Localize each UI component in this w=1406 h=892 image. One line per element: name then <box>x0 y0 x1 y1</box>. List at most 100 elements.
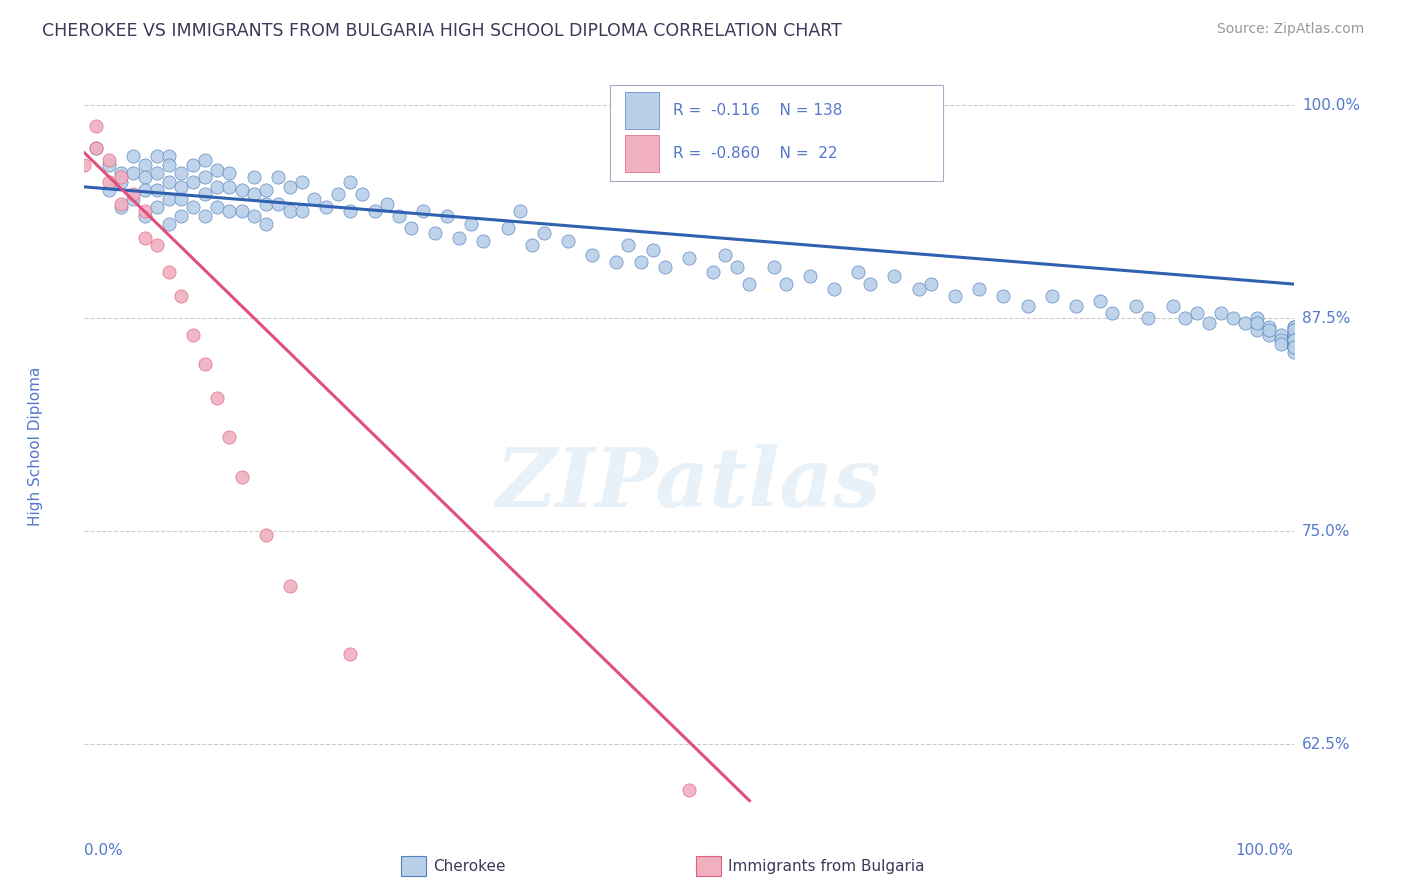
Point <box>170 166 193 180</box>
Point <box>1137 311 1160 326</box>
Point <box>157 192 180 206</box>
Point <box>799 268 821 283</box>
Point <box>207 180 229 194</box>
Point <box>157 218 180 232</box>
Point <box>181 158 204 172</box>
Point <box>1246 323 1268 337</box>
Point <box>157 149 180 163</box>
Point <box>460 218 482 232</box>
Point <box>993 289 1015 303</box>
Point <box>1222 311 1244 326</box>
Point <box>97 158 120 172</box>
Point <box>254 197 277 211</box>
Point <box>557 235 579 249</box>
Point <box>630 255 652 269</box>
Point <box>1282 340 1305 354</box>
Point <box>1064 299 1087 313</box>
Point <box>399 220 422 235</box>
Point <box>1246 311 1268 326</box>
Point <box>207 200 229 214</box>
Point <box>97 153 120 167</box>
Point <box>883 268 905 283</box>
Point <box>134 183 156 197</box>
Point <box>472 235 495 249</box>
Point <box>520 237 543 252</box>
Point <box>231 469 253 483</box>
Text: 100.0%: 100.0% <box>1236 843 1294 858</box>
Point <box>1040 289 1063 303</box>
Point <box>1282 328 1305 343</box>
Point <box>1258 323 1281 337</box>
Text: Immigrants from Bulgaria: Immigrants from Bulgaria <box>728 859 925 873</box>
Point <box>1246 316 1268 330</box>
Point <box>1209 306 1232 320</box>
Text: 100.0%: 100.0% <box>1302 97 1360 112</box>
FancyBboxPatch shape <box>624 135 659 172</box>
Point <box>157 175 180 189</box>
Point <box>207 162 229 177</box>
Point <box>73 158 96 172</box>
Point <box>181 328 204 343</box>
Point <box>181 175 204 189</box>
Point <box>738 277 761 291</box>
Point <box>1270 336 1292 351</box>
Point <box>423 226 446 240</box>
Text: R =  -0.860    N =  22: R = -0.860 N = 22 <box>673 146 838 161</box>
Point <box>97 175 120 189</box>
Point <box>194 186 217 201</box>
Point <box>146 183 169 197</box>
Point <box>86 141 108 155</box>
Text: 87.5%: 87.5% <box>1302 310 1350 326</box>
Point <box>533 226 555 240</box>
Point <box>436 209 458 223</box>
Point <box>412 203 434 218</box>
Point <box>267 169 290 184</box>
Point <box>121 149 143 163</box>
Point <box>641 243 664 257</box>
Point <box>1282 340 1305 354</box>
Point <box>157 265 180 279</box>
FancyBboxPatch shape <box>610 86 943 181</box>
Text: ZIPatlas: ZIPatlas <box>496 444 882 524</box>
Point <box>134 203 156 218</box>
Text: High School Diploma: High School Diploma <box>28 367 44 525</box>
Point <box>1282 323 1305 337</box>
Point <box>170 209 193 223</box>
Point <box>194 153 217 167</box>
Point <box>352 186 374 201</box>
Point <box>1282 336 1305 351</box>
Point <box>170 192 193 206</box>
Point <box>1258 319 1281 334</box>
Point <box>714 248 737 262</box>
Point <box>242 209 264 223</box>
Point <box>1125 299 1147 313</box>
Point <box>134 169 156 184</box>
Point <box>181 200 204 214</box>
Point <box>496 220 519 235</box>
Text: 62.5%: 62.5% <box>1302 737 1350 752</box>
Point <box>581 248 603 262</box>
Point <box>194 169 217 184</box>
Point <box>110 166 132 180</box>
Point <box>134 209 156 223</box>
Point <box>1234 316 1257 330</box>
Point <box>121 186 143 201</box>
FancyBboxPatch shape <box>624 92 659 128</box>
Point <box>194 357 217 371</box>
Point <box>278 180 301 194</box>
Point <box>907 282 929 296</box>
Point <box>1282 319 1305 334</box>
Point <box>231 203 253 218</box>
Point <box>328 186 350 201</box>
Point <box>146 149 169 163</box>
Point <box>110 169 132 184</box>
Point <box>86 119 108 133</box>
Point <box>823 282 845 296</box>
Point <box>170 180 193 194</box>
Point <box>291 175 314 189</box>
Point <box>218 430 240 444</box>
Point <box>1017 299 1039 313</box>
Point <box>339 203 361 218</box>
Point <box>121 192 143 206</box>
Point <box>654 260 676 274</box>
